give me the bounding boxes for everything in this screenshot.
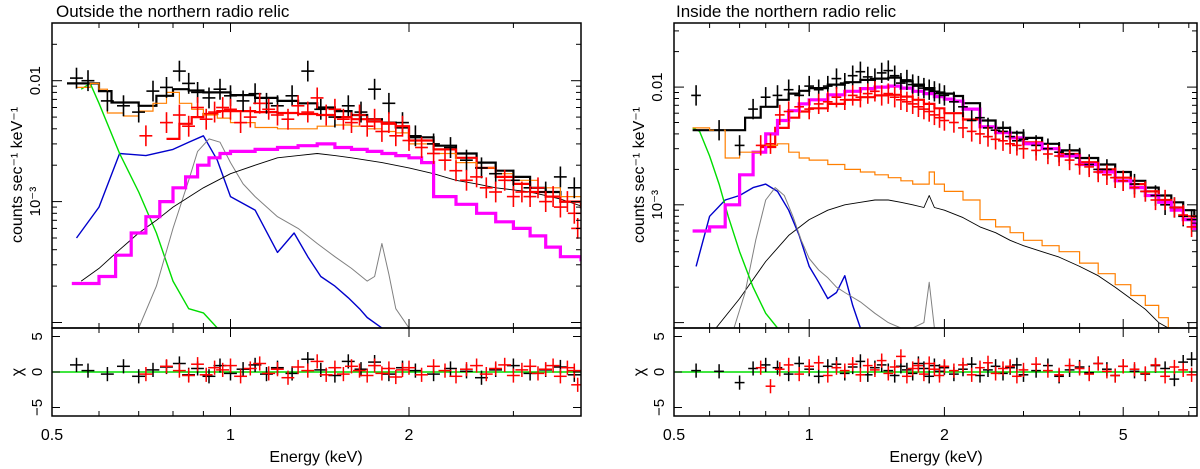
main-plot-content (691, 60, 1197, 328)
residual-tick-label: 0 (29, 368, 46, 376)
panel-inside: Inside the northern radio relic counts s… (631, 2, 1198, 466)
x-tick-label: 5 (1119, 427, 1128, 444)
axes: 0.5 1 2 5 10⁻³ 0.01 −5 0 5 (649, 23, 1197, 444)
residual-tick-label: −5 (29, 399, 46, 416)
series-residuals-red (755, 349, 1197, 394)
series-blue-component (695, 183, 862, 328)
series-gray-component (733, 187, 945, 328)
series-residuals-red (139, 354, 581, 392)
x-axis-label: Energy (keV) (889, 449, 982, 466)
series-magenta-component (71, 142, 581, 286)
panel-title: Outside the northern radio relic (56, 2, 290, 21)
x-axis-label: Energy (keV) (269, 449, 362, 466)
x-tick-label: 2 (940, 427, 949, 444)
series-data-red (139, 87, 581, 239)
series-gray-component (138, 138, 410, 328)
residual-tick-label: −5 (651, 399, 668, 416)
y-tick-label: 0.01 (649, 72, 666, 101)
y-tick-label: 10⁻³ (27, 187, 44, 217)
residual-plot-content (674, 349, 1197, 394)
y-axis-label: counts sec⁻¹ keV⁻¹ (9, 107, 26, 243)
series-data-black (70, 60, 581, 203)
axes: 0.5 1 2 10⁻³ 0.01 −5 0 5 (27, 23, 581, 444)
main-plot-content (67, 60, 581, 328)
x-tick-label: 0.5 (41, 427, 63, 444)
residual-plot-frame (51, 327, 582, 417)
x-tick-label: 2 (405, 427, 414, 444)
series-orange-component (692, 127, 1178, 328)
panel-title: Inside the northern radio relic (676, 2, 897, 21)
y-tick-label: 0.01 (27, 66, 44, 95)
residual-plot-frame (673, 327, 1198, 417)
series-orange-component (76, 82, 581, 208)
series-green-component (692, 127, 779, 328)
residual-plot-content (52, 352, 581, 392)
residual-axis-label: χ (631, 367, 648, 376)
series-data-red (755, 81, 1197, 237)
panel-outside: Outside the northern radio relic counts … (9, 2, 582, 466)
x-tick-label: 1 (805, 427, 814, 444)
residual-tick-label: 0 (651, 368, 668, 376)
x-tick-label: 1 (226, 427, 235, 444)
main-plot-frame (51, 22, 582, 329)
residual-tick-label: 5 (651, 332, 668, 340)
y-axis-label: counts sec⁻¹ keV⁻¹ (631, 107, 648, 243)
series-blue-component (75, 135, 383, 328)
series-green-component (80, 82, 218, 328)
series-thin-black-component (715, 195, 1169, 328)
residual-tick-label: 5 (29, 332, 46, 340)
y-tick-label: 10⁻³ (649, 190, 666, 220)
series-total-model-red (166, 110, 581, 209)
residual-axis-label: χ (9, 367, 26, 376)
x-tick-label: 0.5 (663, 427, 685, 444)
